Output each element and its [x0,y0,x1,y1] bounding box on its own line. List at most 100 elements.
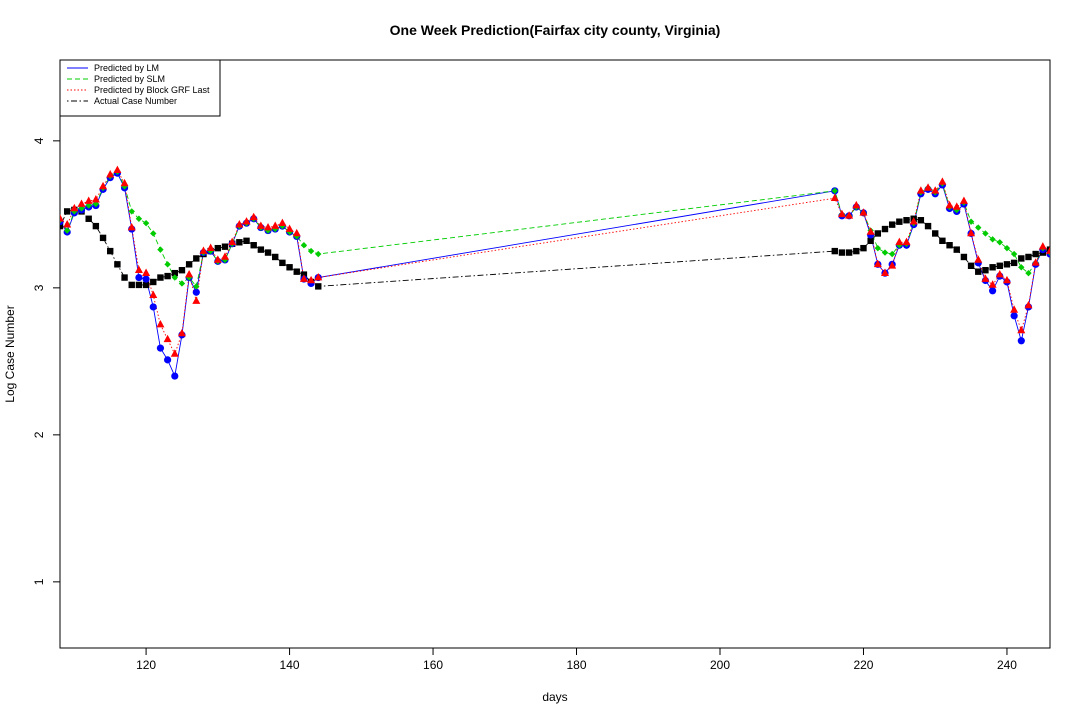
data-point [982,267,989,274]
legend-box [59,59,221,117]
x-tick-label: 160 [423,658,443,672]
data-point [293,268,300,275]
x-tick-label: 120 [136,658,156,672]
data-point [837,209,846,218]
data-point [214,244,222,252]
data-point [845,249,853,256]
data-point [171,269,178,277]
data-point [60,222,64,230]
data-point [193,283,200,290]
series-line-2 [60,169,1050,356]
data-point [859,208,868,216]
data-point [150,278,157,286]
data-point [967,228,976,237]
legend-entry: Actual Case Number [94,96,177,106]
data-point [85,215,92,222]
data-point [128,208,135,215]
data-point [135,273,143,282]
data-point [163,334,172,343]
data-point [221,252,229,260]
data-point [1032,250,1039,258]
data-point [888,250,896,258]
data-point [903,217,910,224]
data-point [1031,258,1040,266]
data-point [78,205,85,212]
data-point [70,203,79,212]
data-point [213,255,222,263]
data-point [178,267,186,274]
data-point [924,183,933,191]
data-point [931,186,940,194]
data-point [866,227,875,235]
data-point [71,208,78,215]
data-point [243,237,250,245]
data-point [924,222,932,230]
data-point [199,246,208,254]
data-point [157,274,164,281]
data-point [279,259,286,267]
data-point [221,256,229,264]
data-point [286,264,293,271]
data-point [149,290,158,298]
data-point [988,280,997,288]
data-point [874,244,882,252]
data-point [292,228,301,237]
y-tick-label: 3 [32,284,46,291]
y-tick-label: 2 [32,431,46,438]
data-point [938,177,947,185]
data-point [932,230,939,237]
data-point [84,196,93,204]
series-line [60,172,1050,378]
data-point [981,274,990,282]
data-point [134,265,143,274]
data-point [285,224,294,232]
x-axis: 120 140 160 180 200 220 240 [136,648,1017,672]
data-point [989,287,997,295]
data-point [299,274,308,282]
data-point [149,303,157,311]
data-point [142,268,151,276]
data-point [939,237,946,245]
data-point [959,196,968,204]
data-point [315,250,322,258]
data-point [881,249,889,256]
data-point [142,219,150,227]
series-points-0 [60,169,1050,380]
data-point [1010,259,1018,267]
data-point [1002,275,1011,284]
data-point [917,217,925,224]
data-point [178,280,186,287]
data-point [945,200,954,209]
data-point [192,288,200,296]
data-point [264,249,272,256]
data-point [896,218,903,225]
data-point [177,328,186,337]
data-point [1046,246,1050,254]
data-point [170,349,179,357]
data-point [135,281,143,289]
data-point [235,220,244,228]
data-point [171,274,178,281]
data-point [77,199,86,207]
data-point [1025,269,1032,277]
data-point [995,270,1004,278]
data-point [278,218,287,226]
y-tick-label: 4 [32,137,46,144]
data-point [60,214,64,222]
data-point [236,239,243,246]
data-point [902,237,911,246]
data-point [916,186,925,194]
data-point [156,320,165,328]
data-point [1003,244,1011,252]
plot-frame [59,59,1051,649]
data-point [264,222,273,231]
data-point [888,261,897,269]
data-point [164,356,172,364]
data-point [185,261,193,268]
data-point [853,247,860,255]
data-point [113,165,122,174]
data-point [114,261,121,268]
data-point [909,217,918,225]
legend-entry: Predicted by SLM [94,74,165,84]
series-points-2 [60,165,1050,357]
